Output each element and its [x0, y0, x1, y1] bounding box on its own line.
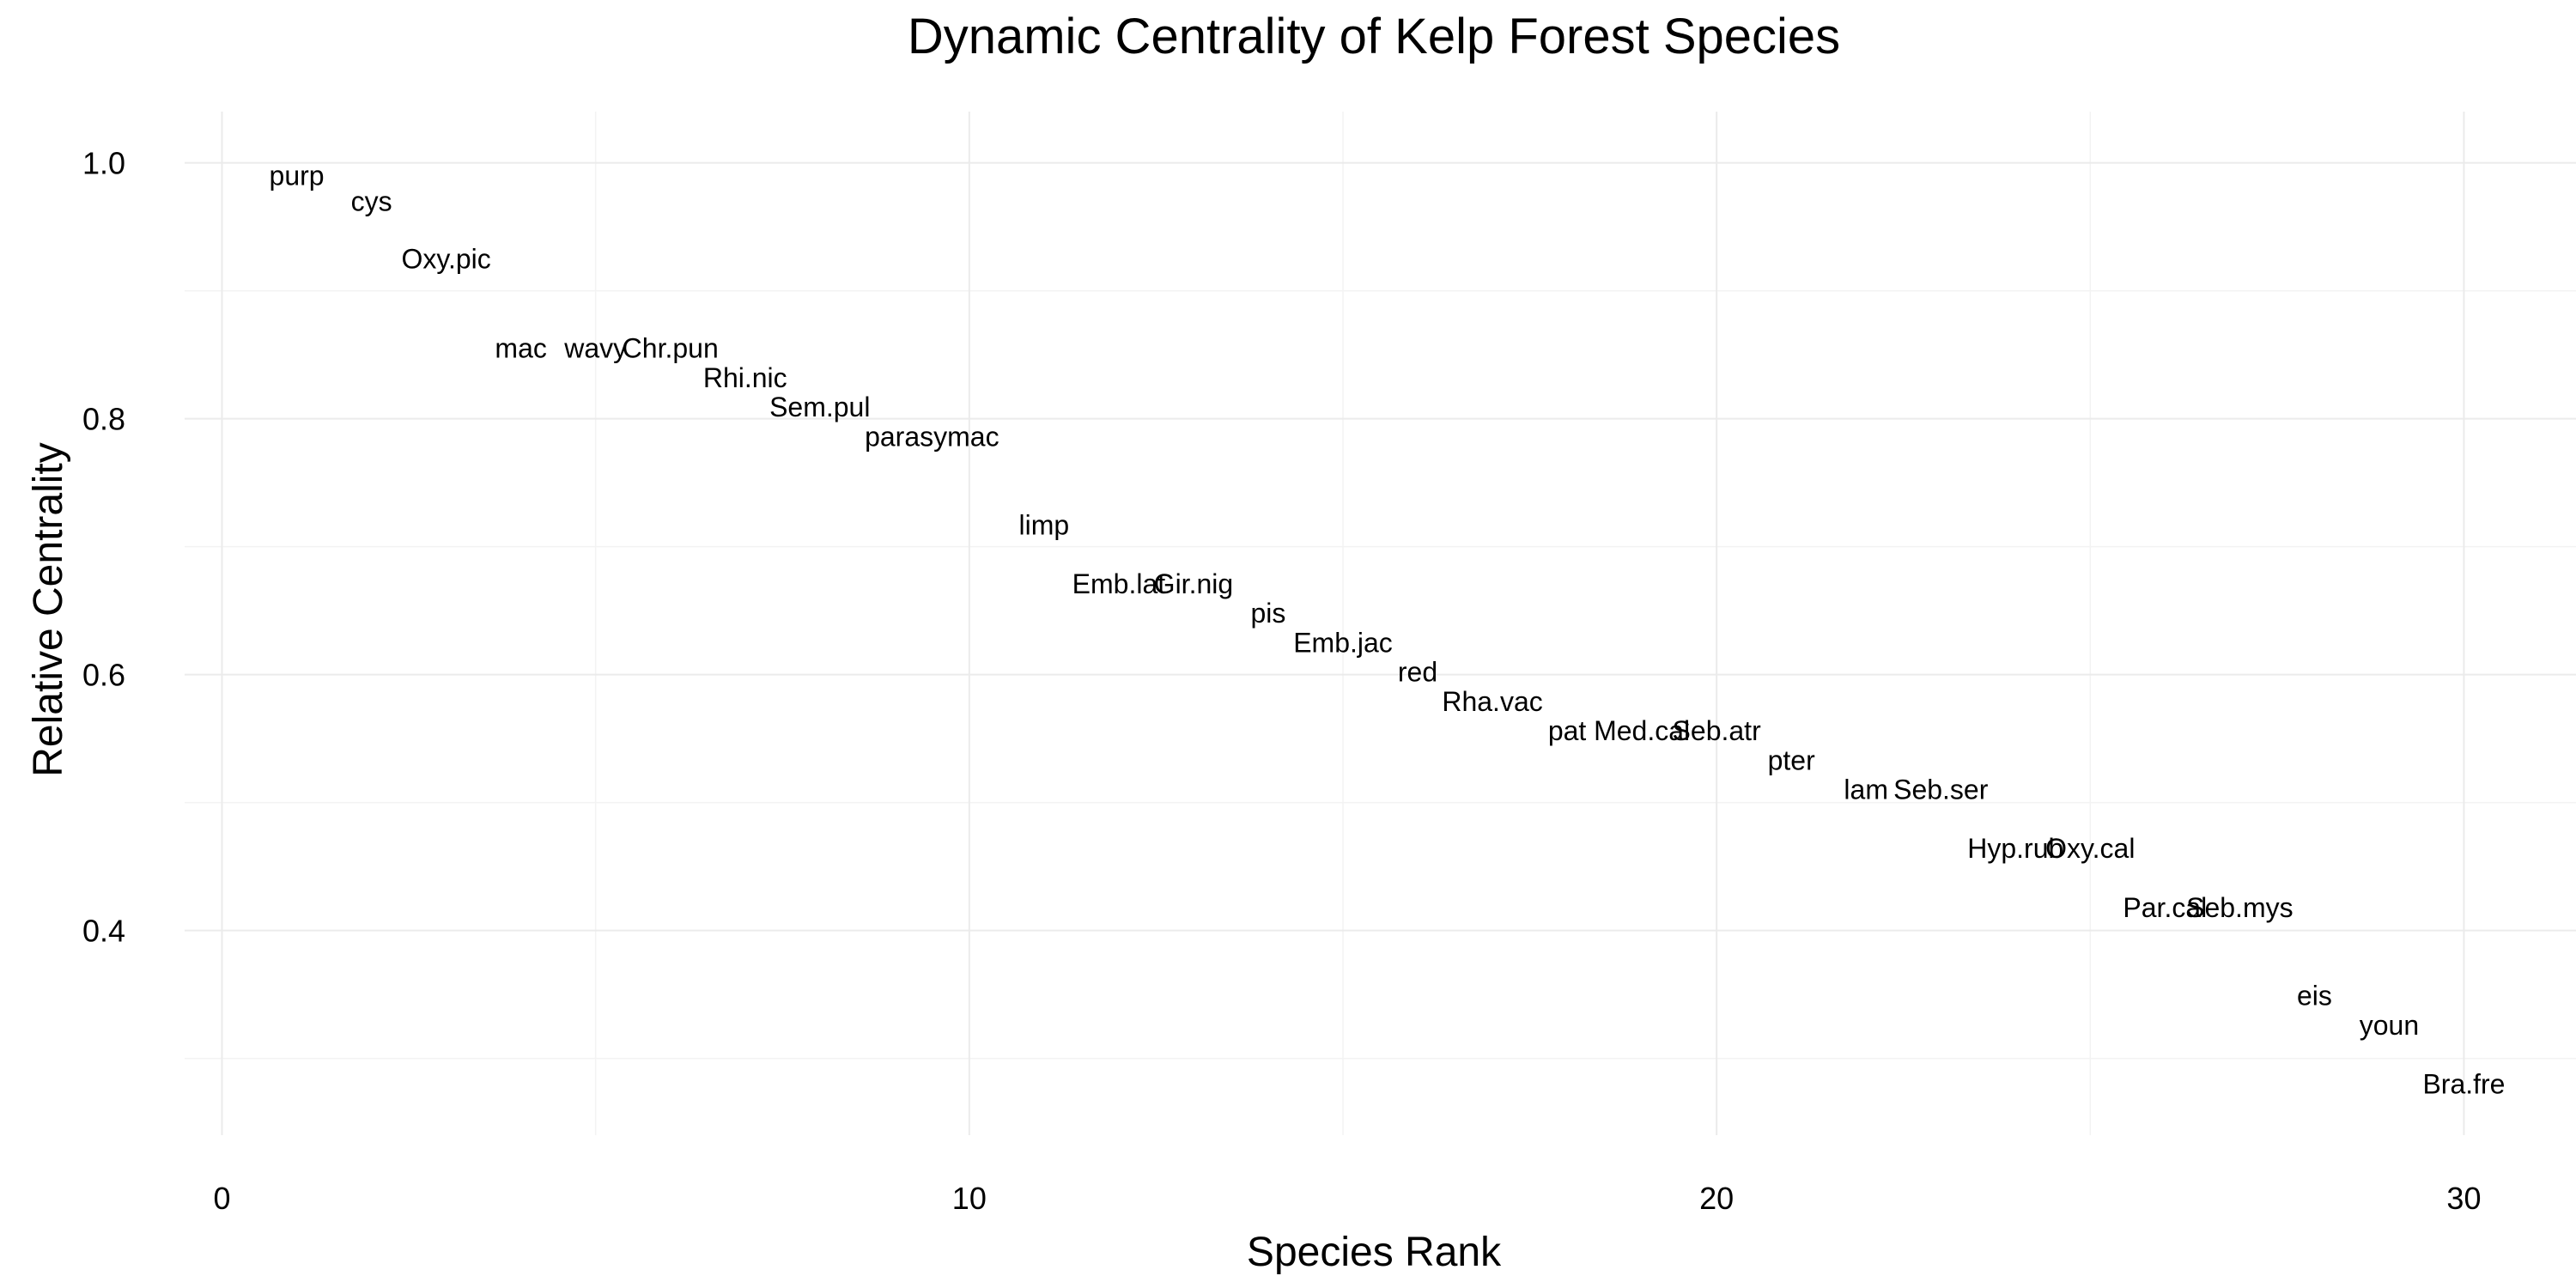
point-label: Gir.nig — [1154, 568, 1233, 599]
y-tick-label: 0.6 — [82, 658, 125, 693]
chart-title: Dynamic Centrality of Kelp Forest Specie… — [908, 9, 1840, 64]
point-label: Oxy.pic — [401, 243, 490, 274]
x-tick-labels: 0 10 20 30 — [214, 1181, 2482, 1216]
point-label: lam — [1844, 775, 1888, 805]
point-label: red — [1398, 657, 1437, 688]
point-label: Seb.atr — [1673, 715, 1762, 746]
point-label: Emb.jac — [1293, 627, 1393, 658]
x-tick-label: 20 — [1699, 1181, 1734, 1216]
point-label: Sem.pul — [769, 392, 870, 422]
point-label: Oxy.cal — [2045, 833, 2135, 864]
y-tick-labels: 0.4 0.6 0.8 1.0 — [82, 146, 125, 949]
grid — [185, 112, 2576, 1135]
point-label: pat — [1548, 715, 1587, 746]
point-label: pis — [1251, 598, 1286, 629]
point-label: Seb.mys — [2186, 892, 2293, 923]
point-label: Bra.fre — [2422, 1068, 2505, 1099]
point-label: cys — [351, 185, 392, 216]
y-tick-label: 1.0 — [82, 146, 125, 181]
point-label: Rha.vac — [1442, 686, 1542, 717]
point-label: eis — [2297, 981, 2332, 1012]
point-label: Emb.lat — [1072, 568, 1166, 599]
point-label: Chr.pun — [623, 333, 719, 364]
y-tick-label: 0.8 — [82, 402, 125, 437]
x-tick-label: 10 — [952, 1181, 987, 1216]
point-label: youn — [2360, 1010, 2419, 1041]
point-label: Par.cal — [2123, 892, 2207, 923]
point-label: Med.cal — [1594, 715, 1690, 746]
point-label: purp — [270, 161, 325, 191]
y-tick-label: 0.4 — [82, 914, 125, 949]
x-tick-label: 0 — [214, 1181, 231, 1216]
point-label: limp — [1019, 509, 1070, 540]
point-label: Seb.ser — [1893, 775, 1989, 805]
x-tick-label: 30 — [2446, 1181, 2481, 1216]
point-label: wavy — [563, 333, 627, 364]
point-label: Hyp.rub — [1967, 833, 2063, 864]
point-label: pter — [1768, 744, 1815, 775]
point-label: parasymac — [865, 421, 999, 452]
y-axis-title: Relative Centrality — [26, 442, 71, 776]
point-label: mac — [495, 333, 546, 364]
x-axis-title: Species Rank — [1247, 1230, 1502, 1275]
point-label: Rhi.nic — [703, 362, 787, 393]
